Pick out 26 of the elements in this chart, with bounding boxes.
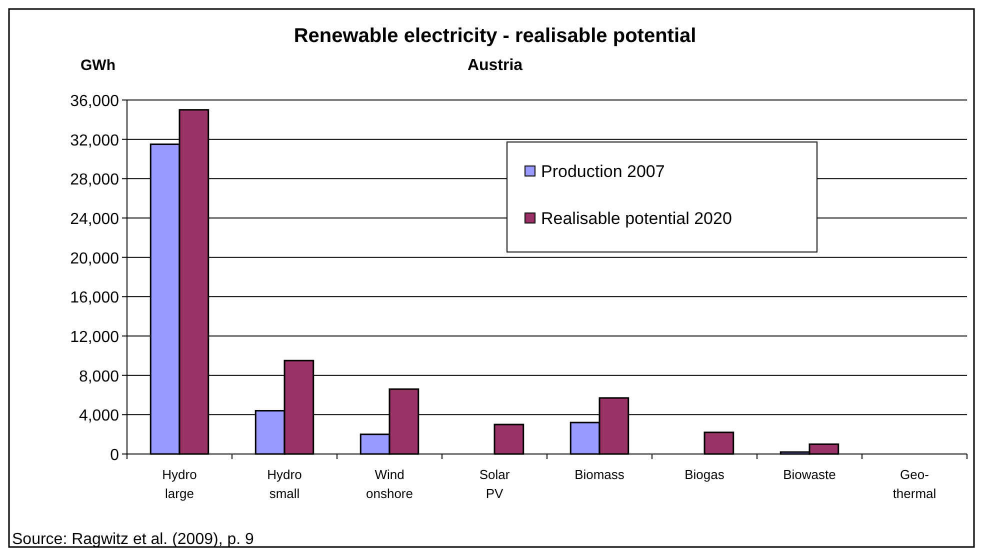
x-tick-label: Geo-thermal [892,467,936,501]
y-tick-label: 36,000 [70,93,120,110]
source-note: Source: Ragwitz et al. (2009), p. 9 [12,531,254,548]
x-tick-label: Biomass [574,467,625,482]
legend-label: Production 2007 [541,162,665,181]
x-tick-label: Hydro large [162,467,197,501]
y-tick-label: 16,000 [70,290,120,307]
y-tick-label: 12,000 [70,329,120,346]
bar [704,432,734,455]
chart-title: Renewable electricity - realisable potential [294,25,696,47]
x-tick-label: Biowaste [783,467,836,482]
x-tick-label: Solar PV [479,467,510,501]
y-tick-label: 4,000 [78,408,120,425]
legend-label: Realisable potential 2020 [541,209,732,228]
y-tick-label: 20,000 [70,250,120,268]
y-axis-title: GWh [80,57,116,74]
x-tick-label: Biogas [684,467,725,482]
y-tick-label: 0 [110,447,120,464]
y-tick-label: 28,000 [70,172,120,189]
bar [494,424,524,455]
chart-subtitle: Austria [467,57,523,74]
y-tick-label: 8,000 [78,368,120,386]
y-tick-label: 32,000 [70,132,120,150]
x-tick-label: Wind onshore [366,467,413,501]
y-tick-label: 24,000 [70,211,120,228]
x-tick-label: Hydro small [267,467,302,501]
